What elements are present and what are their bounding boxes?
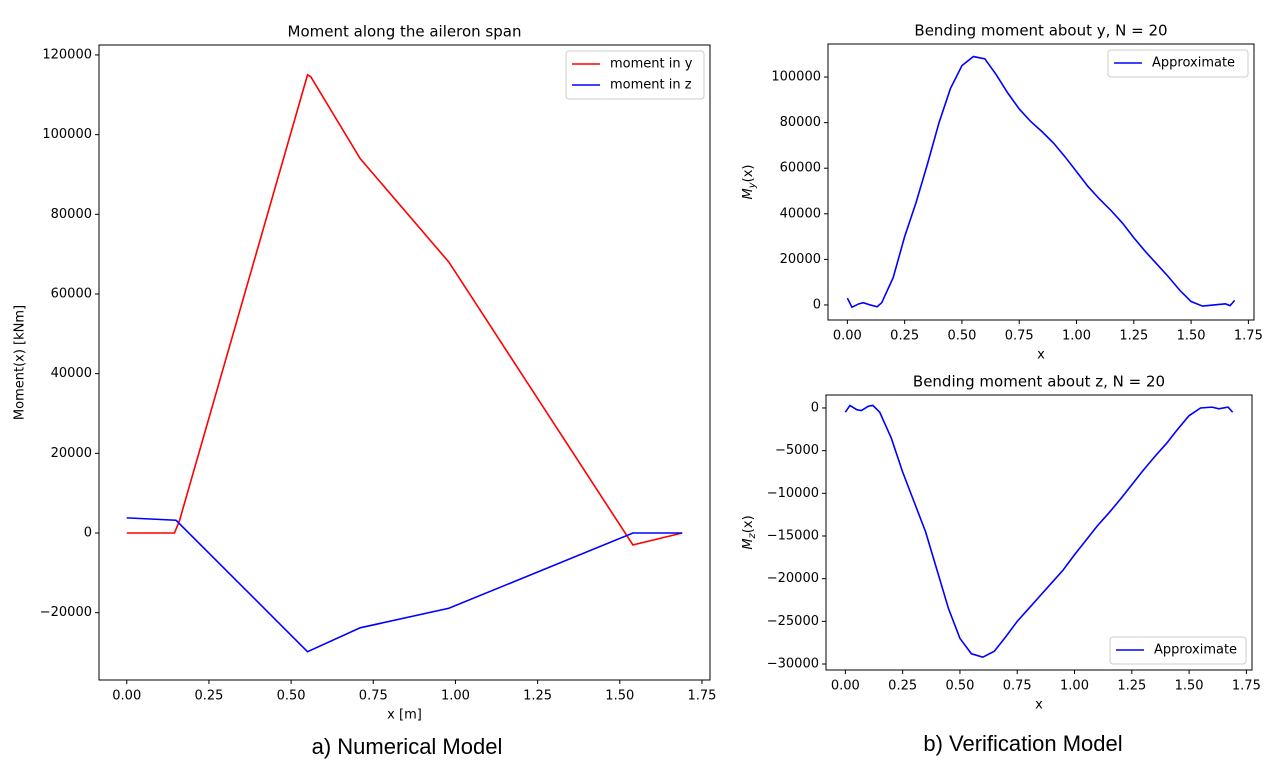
y-tick-label: 40000 [51, 366, 92, 381]
line [126, 517, 683, 653]
x-axis-label: x [1035, 698, 1043, 713]
x-tick-label: 0.75 [1005, 329, 1034, 344]
y-tick-label: 40000 [780, 206, 821, 221]
x-tick-label: 0.50 [945, 679, 974, 694]
y-tick-label: 20000 [51, 446, 92, 461]
y-tick-label: −20000 [40, 605, 92, 620]
x-tick-label: 0.25 [194, 689, 223, 704]
plot-frame [827, 43, 1255, 321]
x-tick-label: 0.50 [947, 329, 976, 344]
caption: a) Numerical Model [312, 734, 503, 759]
line [846, 55, 1236, 309]
chart-title: Moment along the aileron span [288, 23, 522, 41]
x-tick-label: 1.25 [523, 689, 552, 704]
y-axis-label: Moment(x) [kNm] [13, 305, 28, 420]
y-tick-label: 80000 [51, 207, 92, 222]
chart-title: Bending moment about y, N = 20 [914, 22, 1167, 40]
line [844, 404, 1234, 659]
x-tick-label: 1.25 [1117, 679, 1146, 694]
legend-box [1109, 636, 1247, 665]
x-tick-label: 1.25 [1119, 329, 1148, 344]
chart-title: Bending moment about z, N = 20 [913, 373, 1165, 391]
caption: b) Verification Model [923, 731, 1122, 756]
y-tick-label: 0 [813, 297, 821, 312]
x-tick-label: 1.00 [1062, 329, 1091, 344]
y-tick-label: −15000 [767, 528, 819, 543]
x-tick-label: 1.75 [1234, 329, 1263, 344]
y-tick-label: 100000 [42, 127, 92, 142]
x-tick-label: 0.25 [888, 679, 917, 694]
x-tick-label: 1.75 [1232, 679, 1261, 694]
x-tick-label: 0.25 [890, 329, 919, 344]
y-tick-label: −20000 [767, 571, 819, 586]
y-axis-label: Mz(x) [741, 515, 759, 549]
y-tick-label: 20000 [780, 252, 821, 267]
x-tick-label: 1.50 [605, 689, 634, 704]
y-tick-label: −10000 [767, 486, 819, 501]
y-tick-label: −30000 [767, 657, 819, 672]
x-tick-label: 0.00 [833, 329, 862, 344]
x-tick-label: 0.00 [112, 689, 141, 704]
legend-label: Approximate [1152, 56, 1235, 71]
x-tick-label: 1.75 [687, 689, 716, 704]
y-tick-label: 60000 [780, 161, 821, 176]
y-tick-label: 0 [811, 400, 819, 415]
y-tick-label: −25000 [767, 614, 819, 629]
plot-frame [98, 44, 711, 681]
legend-label: moment in y [610, 57, 693, 72]
y-tick-label: 100000 [771, 70, 821, 85]
legend-box [1107, 49, 1249, 78]
x-axis-label: x [m] [387, 708, 422, 723]
x-tick-label: 1.50 [1175, 679, 1204, 694]
legend-label: moment in z [610, 78, 692, 93]
x-tick-label: 1.50 [1177, 329, 1206, 344]
x-axis-label: x [1037, 348, 1045, 363]
y-tick-label: −5000 [775, 443, 819, 458]
y-tick-label: 120000 [42, 47, 92, 62]
y-axis-label: My(x) [741, 165, 759, 200]
legend-box [565, 50, 705, 100]
plot-frame [825, 394, 1253, 671]
x-tick-label: 0.75 [1003, 679, 1032, 694]
x-tick-label: 1.00 [1060, 679, 1089, 694]
x-tick-label: 0.00 [831, 679, 860, 694]
line [126, 73, 683, 546]
y-tick-label: 60000 [51, 286, 92, 301]
x-tick-label: 0.50 [277, 689, 306, 704]
x-tick-label: 1.00 [441, 689, 470, 704]
legend-label: Approximate [1154, 643, 1237, 658]
x-tick-label: 0.75 [359, 689, 388, 704]
y-tick-label: 80000 [780, 115, 821, 130]
y-tick-label: 0 [84, 526, 92, 541]
